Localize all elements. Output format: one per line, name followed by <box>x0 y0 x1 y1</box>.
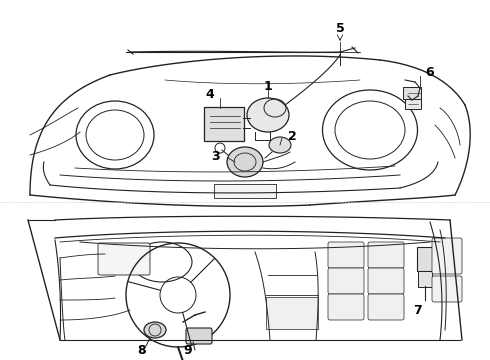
FancyBboxPatch shape <box>368 242 404 268</box>
Text: 6: 6 <box>426 66 434 78</box>
Ellipse shape <box>269 137 291 153</box>
FancyBboxPatch shape <box>432 238 462 274</box>
FancyBboxPatch shape <box>328 294 364 320</box>
Text: 1: 1 <box>264 80 272 93</box>
FancyBboxPatch shape <box>403 87 421 99</box>
FancyBboxPatch shape <box>328 242 364 268</box>
FancyBboxPatch shape <box>418 271 432 287</box>
FancyBboxPatch shape <box>417 247 433 271</box>
Ellipse shape <box>227 147 263 177</box>
Text: 3: 3 <box>211 149 220 162</box>
Text: 5: 5 <box>336 22 344 35</box>
FancyBboxPatch shape <box>368 294 404 320</box>
Ellipse shape <box>247 98 289 132</box>
Ellipse shape <box>144 322 166 338</box>
FancyBboxPatch shape <box>186 328 212 344</box>
FancyBboxPatch shape <box>214 184 276 198</box>
FancyBboxPatch shape <box>405 99 421 109</box>
FancyBboxPatch shape <box>98 243 150 275</box>
FancyBboxPatch shape <box>266 297 318 329</box>
Text: 2: 2 <box>288 130 296 143</box>
FancyBboxPatch shape <box>432 276 462 302</box>
Text: 7: 7 <box>414 303 422 316</box>
FancyBboxPatch shape <box>368 268 404 294</box>
FancyBboxPatch shape <box>328 268 364 294</box>
Text: 8: 8 <box>138 343 147 356</box>
Text: 9: 9 <box>184 343 192 356</box>
FancyBboxPatch shape <box>204 107 244 141</box>
Text: 4: 4 <box>206 87 215 100</box>
